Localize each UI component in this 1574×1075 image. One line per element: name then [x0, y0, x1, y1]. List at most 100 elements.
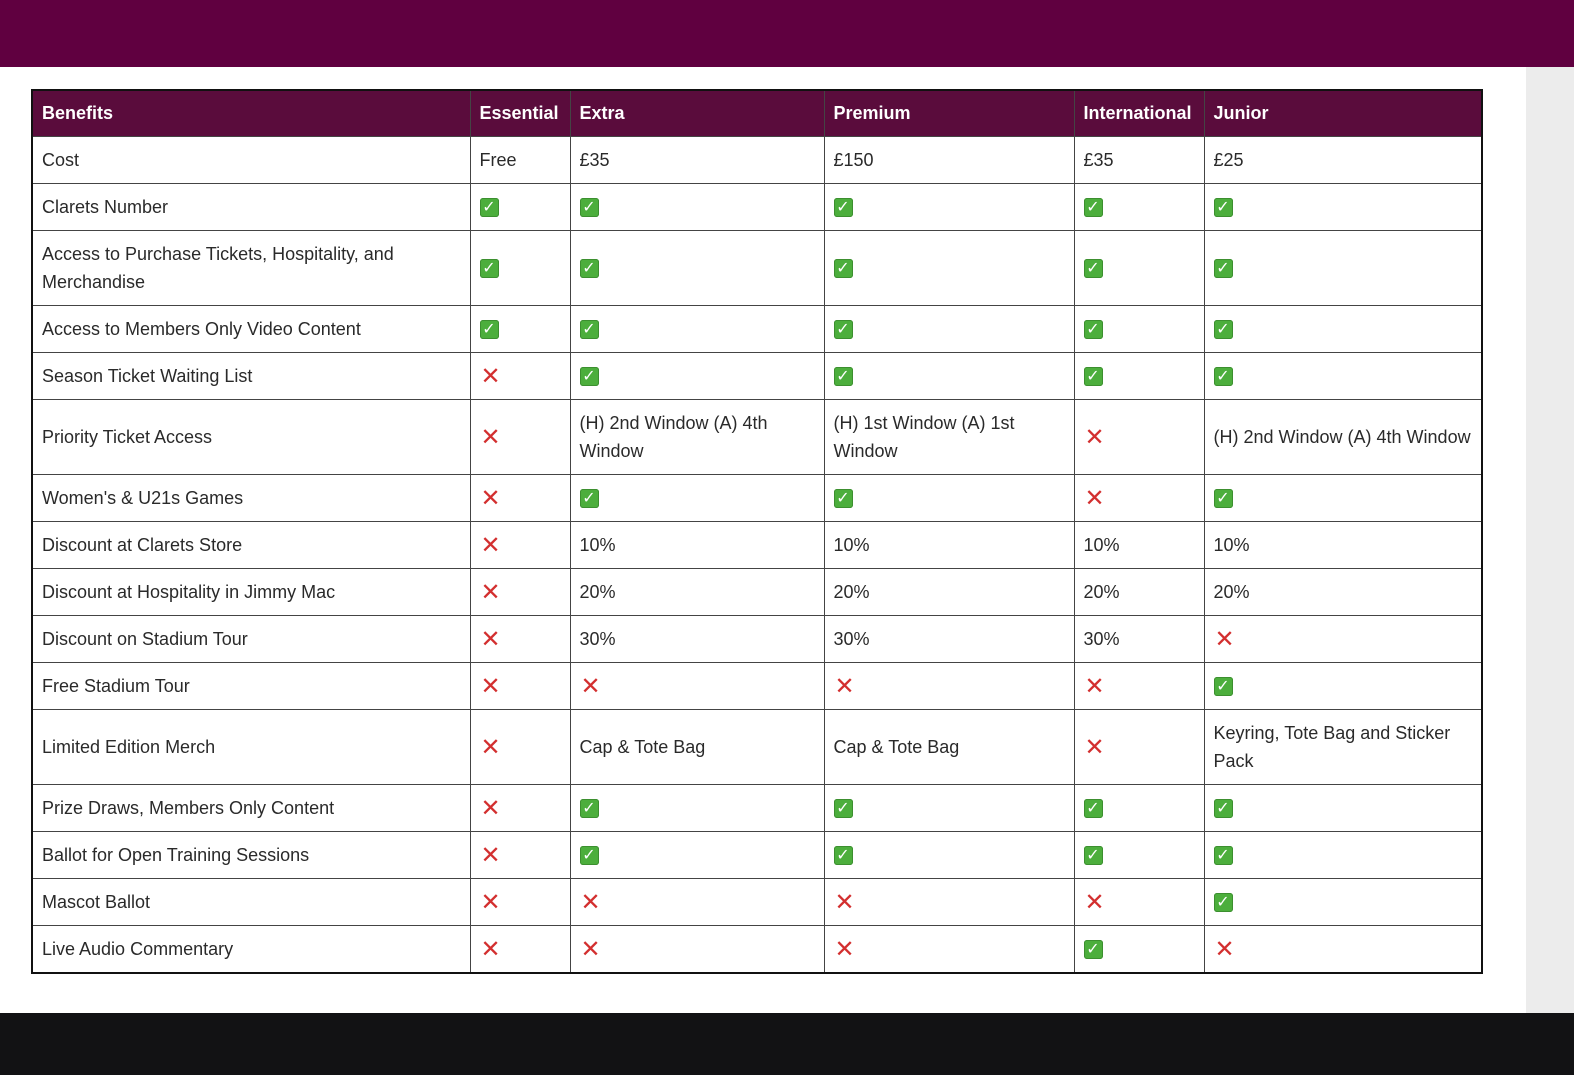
table-cell: 10%: [1073, 520, 1205, 569]
table-cell: 20%: [569, 567, 825, 616]
table-cell: ✓: [1073, 182, 1205, 231]
table-cell: ✓: [823, 182, 1075, 231]
benefit-label: Ballot for Open Training Sessions: [31, 830, 471, 879]
table-cell: £150: [823, 135, 1075, 184]
benefit-label: Access to Purchase Tickets, Hospitality,…: [31, 229, 471, 306]
cross-mark-icon: ✕: [1214, 935, 1235, 963]
table-cell: ✕: [469, 708, 571, 785]
cross-mark-icon: ✕: [1084, 672, 1105, 700]
benefit-label: Prize Draws, Members Only Content: [31, 783, 471, 832]
table-cell: ✓: [1203, 229, 1483, 306]
check-mark-icon: ✓: [1083, 940, 1103, 960]
table-cell: ✓: [569, 473, 825, 522]
table-cell: ✕: [469, 924, 571, 973]
table-cell: ✕: [569, 877, 825, 926]
cross-mark-icon: ✕: [580, 888, 601, 916]
table-cell: ✕: [1073, 473, 1205, 522]
cross-mark-icon: ✕: [834, 888, 855, 916]
membership-comparison-table: Benefits Essential Extra Premium Interna…: [31, 89, 1483, 974]
table-cell: ✓: [1073, 830, 1205, 879]
cross-mark-icon: ✕: [580, 935, 601, 963]
check-mark-icon: ✓: [833, 367, 853, 387]
header-essential: Essential: [469, 89, 571, 137]
table-cell: ✕: [1073, 661, 1205, 710]
table-row: Clarets Number ✓ ✓ ✓ ✓ ✓: [31, 182, 1483, 231]
check-mark-icon: ✓: [1083, 320, 1103, 340]
table-cell: ✕: [1073, 708, 1205, 785]
header-international: International: [1073, 89, 1205, 137]
table-cell: ✕: [1073, 877, 1205, 926]
table-cell: ✕: [1203, 924, 1483, 973]
table-row: Discount at Hospitality in Jimmy Mac ✕ 20%…: [31, 567, 1483, 616]
check-mark-icon: ✓: [833, 198, 853, 218]
table-cell: ✕: [823, 661, 1075, 710]
table-cell: ✕: [469, 783, 571, 832]
table-body: Cost Free £35 £150 £35 £25 Clarets Number ✓ ✓ ✓ ✓ ✓…: [31, 135, 1483, 973]
cross-mark-icon: ✕: [480, 733, 501, 761]
benefit-label: Discount on Stadium Tour: [31, 614, 471, 663]
table-cell: 20%: [1073, 567, 1205, 616]
table-cell: ✓: [1073, 304, 1205, 353]
table-cell: Free: [469, 135, 571, 184]
table-header-row: Benefits Essential Extra Premium Interna…: [31, 89, 1483, 137]
table-cell: ✓: [569, 351, 825, 400]
check-mark-icon: ✓: [1083, 259, 1103, 279]
cross-mark-icon: ✕: [480, 484, 501, 512]
table-cell: ✓: [1203, 473, 1483, 522]
benefit-label: Cost: [31, 135, 471, 184]
check-mark-icon: ✓: [1213, 799, 1233, 819]
table-row: Prize Draws, Members Only Content ✕ ✓ ✓ ✓ ✓: [31, 783, 1483, 832]
table-cell: Keyring, Tote Bag and Sticker Pack: [1203, 708, 1483, 785]
check-mark-icon: ✓: [1213, 846, 1233, 866]
table-cell: ✕: [469, 877, 571, 926]
table-cell: ✓: [569, 783, 825, 832]
table-cell: ✓: [469, 182, 571, 231]
check-mark-icon: ✓: [833, 259, 853, 279]
table-cell: 20%: [1203, 567, 1483, 616]
table-cell: 10%: [1203, 520, 1483, 569]
table-cell: ✕: [1203, 614, 1483, 663]
benefit-label: Limited Edition Merch: [31, 708, 471, 785]
bottom-bar: [0, 1013, 1574, 1075]
cross-mark-icon: ✕: [834, 935, 855, 963]
table-cell: ✓: [1073, 351, 1205, 400]
table-cell: (H) 2nd Window (A) 4th Window: [569, 398, 825, 475]
table-cell: ✓: [569, 182, 825, 231]
cross-mark-icon: ✕: [480, 578, 501, 606]
table-cell: ✓: [1203, 304, 1483, 353]
check-mark-icon: ✓: [1083, 799, 1103, 819]
check-mark-icon: ✓: [579, 846, 599, 866]
cross-mark-icon: ✕: [480, 531, 501, 559]
table-row: Mascot Ballot ✕ ✕ ✕ ✕ ✓: [31, 877, 1483, 926]
cross-mark-icon: ✕: [480, 423, 501, 451]
check-mark-icon: ✓: [1213, 367, 1233, 387]
table-cell: ✓: [823, 351, 1075, 400]
header-junior: Junior: [1203, 89, 1483, 137]
check-mark-icon: ✓: [579, 489, 599, 509]
table-cell: ✓: [1203, 783, 1483, 832]
table-cell: ✕: [469, 614, 571, 663]
table-cell: £35: [1073, 135, 1205, 184]
cross-mark-icon: ✕: [480, 888, 501, 916]
table-cell: ✓: [1203, 877, 1483, 926]
benefit-label: Discount at Hospitality in Jimmy Mac: [31, 567, 471, 616]
benefit-label: Clarets Number: [31, 182, 471, 231]
cross-mark-icon: ✕: [480, 625, 501, 653]
table-cell: ✕: [469, 661, 571, 710]
table-row: Cost Free £35 £150 £35 £25: [31, 135, 1483, 184]
check-mark-icon: ✓: [1213, 198, 1233, 218]
table-cell: ✓: [1073, 783, 1205, 832]
table-cell: ✓: [1203, 661, 1483, 710]
table-cell: (H) 2nd Window (A) 4th Window: [1203, 398, 1483, 475]
check-mark-icon: ✓: [579, 198, 599, 218]
table-row: Free Stadium Tour ✕ ✕ ✕ ✕ ✓: [31, 661, 1483, 710]
check-mark-icon: ✓: [833, 799, 853, 819]
table-cell: 30%: [569, 614, 825, 663]
membership-comparison-table-container: Benefits Essential Extra Premium Interna…: [31, 89, 1483, 974]
table-cell: ✓: [1073, 229, 1205, 306]
check-mark-icon: ✓: [579, 367, 599, 387]
table-cell: ✓: [1073, 924, 1205, 973]
table-row: Priority Ticket Access ✕ (H) 2nd Window (A…: [31, 398, 1483, 475]
table-cell: ✓: [469, 304, 571, 353]
table-cell: £25: [1203, 135, 1483, 184]
